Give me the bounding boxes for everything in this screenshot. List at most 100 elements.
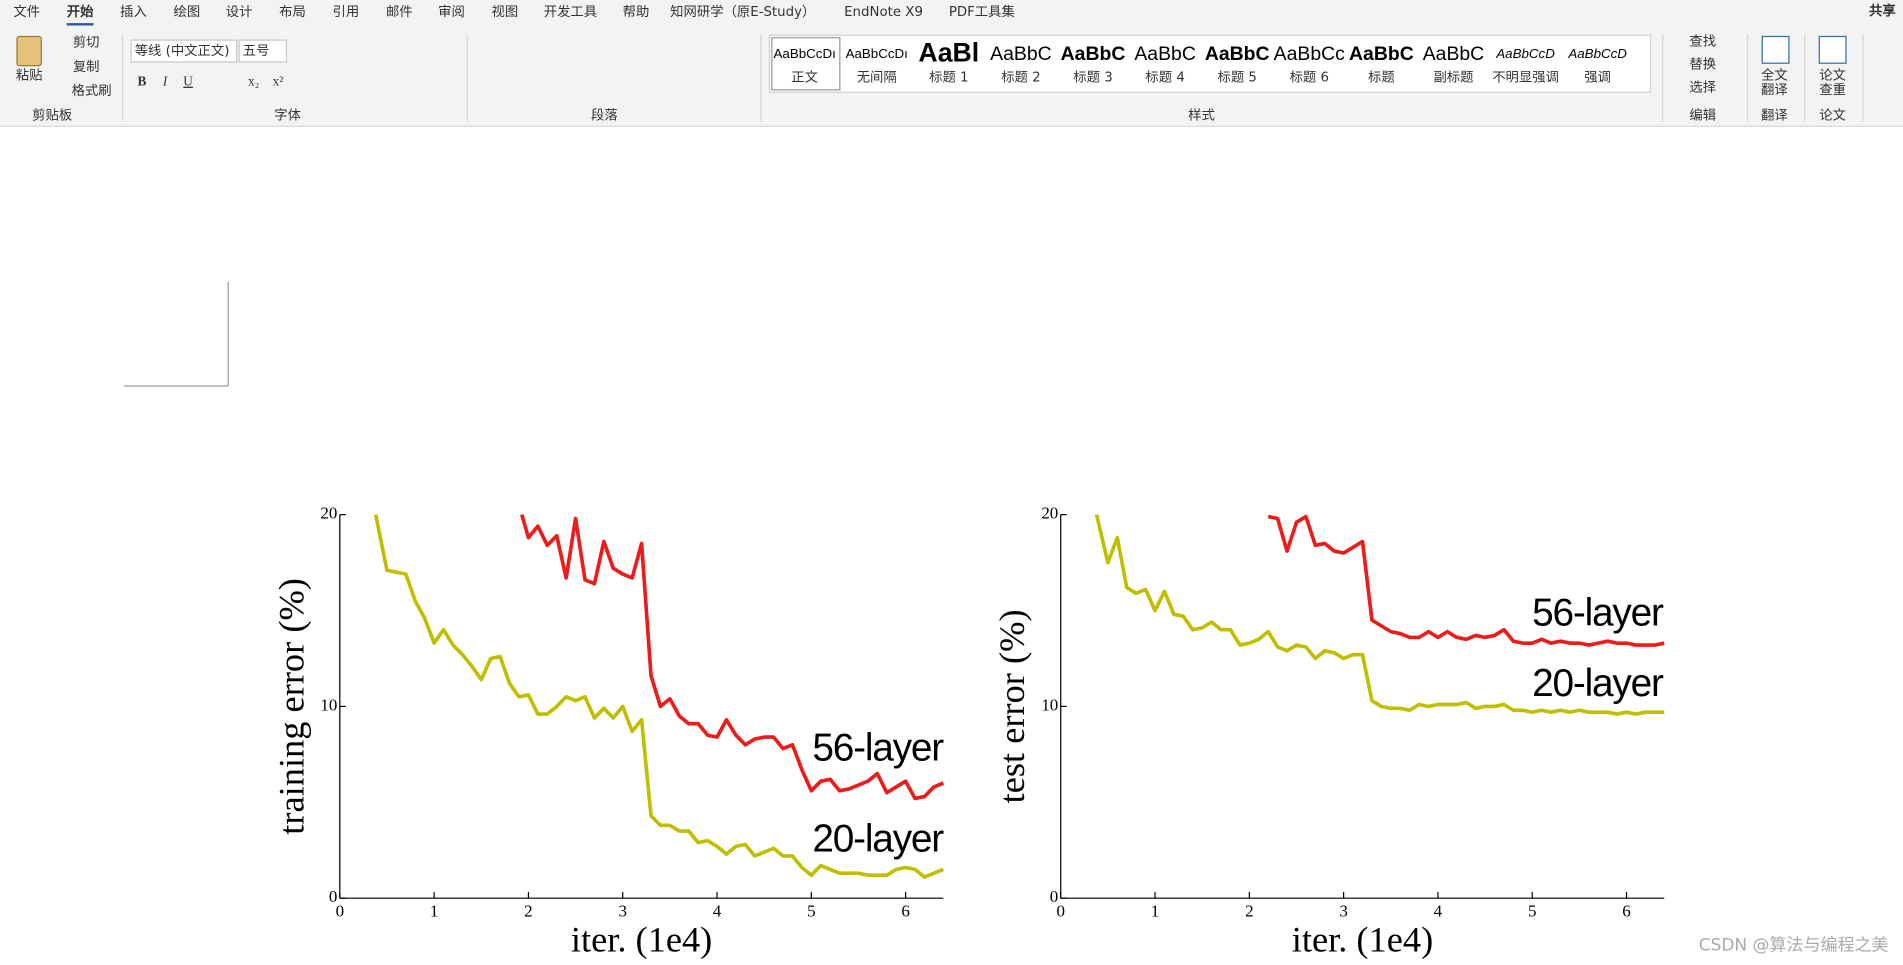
x-tick-label: 3 bbox=[1339, 902, 1348, 921]
style-sample[interactable]: AaBbC bbox=[990, 43, 1052, 65]
ribbon-tab[interactable]: 绘图 bbox=[174, 4, 201, 20]
group-label: 字体 bbox=[274, 107, 301, 123]
y-tick-label: 10 bbox=[320, 695, 337, 714]
font-size-box[interactable] bbox=[238, 39, 288, 63]
paper-button[interactable]: 查重 bbox=[1819, 82, 1846, 98]
ribbon-tab[interactable]: 文件 bbox=[13, 4, 40, 20]
style-sample[interactable]: AaBbCcDı bbox=[774, 46, 836, 61]
style-sample[interactable]: AaBbC bbox=[1349, 43, 1414, 65]
paste-icon bbox=[16, 35, 42, 67]
style-sample[interactable]: AaBbC bbox=[1134, 43, 1195, 65]
x-tick-label: 6 bbox=[901, 902, 909, 921]
ribbon-tab[interactable]: EndNote X9 bbox=[844, 5, 923, 20]
font-button[interactable]: x² bbox=[273, 74, 284, 89]
series-line bbox=[1267, 514, 1665, 647]
ribbon-tab[interactable]: 帮助 bbox=[623, 4, 650, 20]
watermark: CSDN @算法与编程之美 bbox=[1699, 936, 1889, 956]
x-axis-label: iter. (1e4) bbox=[571, 919, 712, 959]
series-line bbox=[1094, 514, 1665, 716]
y-tick-label: 0 bbox=[329, 887, 338, 906]
style-name[interactable]: 标题 3 bbox=[1073, 70, 1112, 86]
ribbon-tab[interactable]: 知网研学（原E-Study） bbox=[670, 3, 815, 20]
ribbon-tab[interactable]: 布局 bbox=[279, 4, 306, 20]
ribbon-tab[interactable]: PDF工具集 bbox=[949, 4, 1015, 20]
style-name[interactable]: 强调 bbox=[1584, 70, 1611, 86]
group-label: 论文 bbox=[1819, 107, 1846, 123]
x-tick-label: 0 bbox=[1056, 902, 1065, 921]
copy-button[interactable]: 复制 bbox=[73, 58, 100, 75]
y-tick-label: 10 bbox=[1041, 695, 1058, 714]
series-line bbox=[373, 514, 945, 879]
ribbon-tab[interactable]: 开始 bbox=[67, 3, 94, 20]
style-gallery bbox=[768, 34, 1652, 93]
style-name[interactable]: 标题 1 bbox=[929, 70, 968, 86]
group-label: 剪贴板 bbox=[32, 107, 72, 123]
edit-button[interactable]: 查找 bbox=[1689, 33, 1716, 49]
x-tick-label: 6 bbox=[1622, 902, 1631, 921]
font-size[interactable]: 五号 bbox=[243, 44, 270, 59]
series-label: 56-layer bbox=[1532, 592, 1664, 635]
x-tick-label: 2 bbox=[524, 902, 533, 921]
font-name-box[interactable] bbox=[130, 39, 238, 63]
style-name[interactable]: 副标题 bbox=[1433, 70, 1473, 86]
style-name[interactable]: 标题 5 bbox=[1217, 70, 1256, 86]
translate-button[interactable]: 翻译 bbox=[1761, 82, 1788, 98]
style-name[interactable]: 无间隔 bbox=[857, 70, 897, 86]
x-axis-label: iter. (1e4) bbox=[1292, 919, 1433, 959]
ribbon-tab[interactable]: 邮件 bbox=[386, 4, 413, 20]
ribbon-tab[interactable]: 插入 bbox=[120, 4, 147, 20]
style-sample[interactable]: AaBbCcD bbox=[1495, 46, 1555, 61]
font-button[interactable]: I bbox=[162, 74, 168, 89]
style-sample[interactable]: AaBbC bbox=[1205, 43, 1270, 65]
format-painter[interactable]: 格式刷 bbox=[72, 83, 112, 99]
y-tick-label: 20 bbox=[320, 504, 337, 523]
group-label: 编辑 bbox=[1689, 107, 1716, 123]
style-sample[interactable]: AaBbC bbox=[1423, 43, 1485, 65]
ribbon-tab[interactable]: 审阅 bbox=[438, 4, 465, 20]
paper-button[interactable]: 论文 bbox=[1819, 67, 1846, 83]
ribbon-tab[interactable]: 视图 bbox=[492, 4, 519, 20]
style-sample[interactable]: AaBl bbox=[918, 38, 979, 68]
x-tick-label: 1 bbox=[430, 902, 439, 921]
x-tick-label: 5 bbox=[807, 902, 816, 921]
font-button[interactable]: U bbox=[183, 74, 193, 89]
x-tick-label: 0 bbox=[336, 902, 345, 921]
style-name[interactable]: 标题 2 bbox=[1001, 70, 1040, 86]
y-tick-label: 20 bbox=[1041, 504, 1058, 523]
style-name[interactable]: 标题 4 bbox=[1145, 70, 1184, 86]
style-sample[interactable]: AaBbCcDı bbox=[846, 46, 908, 61]
style-sample[interactable]: AaBbCc bbox=[1274, 43, 1345, 65]
style-sample[interactable]: AaBbC bbox=[1061, 43, 1126, 65]
y-axis-label: test error (%) bbox=[992, 609, 1032, 803]
translate-button[interactable]: 全文 bbox=[1761, 66, 1788, 83]
style-name[interactable]: 标题 bbox=[1368, 70, 1395, 86]
paste-button[interactable]: 粘贴 bbox=[16, 67, 43, 83]
cut-button[interactable]: 剪切 bbox=[73, 35, 100, 51]
ribbon-tab[interactable]: 引用 bbox=[333, 4, 360, 20]
series-line bbox=[520, 514, 945, 801]
translate-icon bbox=[1761, 35, 1790, 64]
series-label: 20-layer bbox=[1532, 662, 1664, 705]
edit-button[interactable]: 选择 bbox=[1689, 79, 1716, 95]
selected-style bbox=[771, 37, 841, 91]
style-name[interactable]: 正文 bbox=[791, 70, 818, 86]
font-name[interactable]: 等线 (中文正文) bbox=[135, 42, 230, 59]
y-tick-label: 0 bbox=[1050, 887, 1059, 906]
ribbon-tab[interactable]: 开发工具 bbox=[544, 4, 597, 20]
x-tick-label: 4 bbox=[1434, 902, 1443, 921]
style-name[interactable]: 标题 6 bbox=[1290, 70, 1329, 86]
x-tick-label: 2 bbox=[1245, 902, 1254, 921]
font-button[interactable]: x₂ bbox=[248, 74, 259, 89]
style-name[interactable]: 不明显强调 bbox=[1492, 70, 1559, 86]
group-label: 样式 bbox=[1188, 107, 1215, 123]
font-button[interactable]: B bbox=[138, 74, 147, 89]
style-sample[interactable]: AaBbCcD bbox=[1567, 46, 1627, 61]
share-button[interactable]: 共享 bbox=[1869, 2, 1896, 19]
edit-button[interactable]: 替换 bbox=[1689, 56, 1716, 72]
series-label: 20-layer bbox=[812, 817, 944, 860]
series-label: 56-layer bbox=[812, 726, 944, 769]
ribbon-tab[interactable]: 设计 bbox=[226, 4, 253, 20]
x-tick-label: 1 bbox=[1151, 902, 1160, 921]
